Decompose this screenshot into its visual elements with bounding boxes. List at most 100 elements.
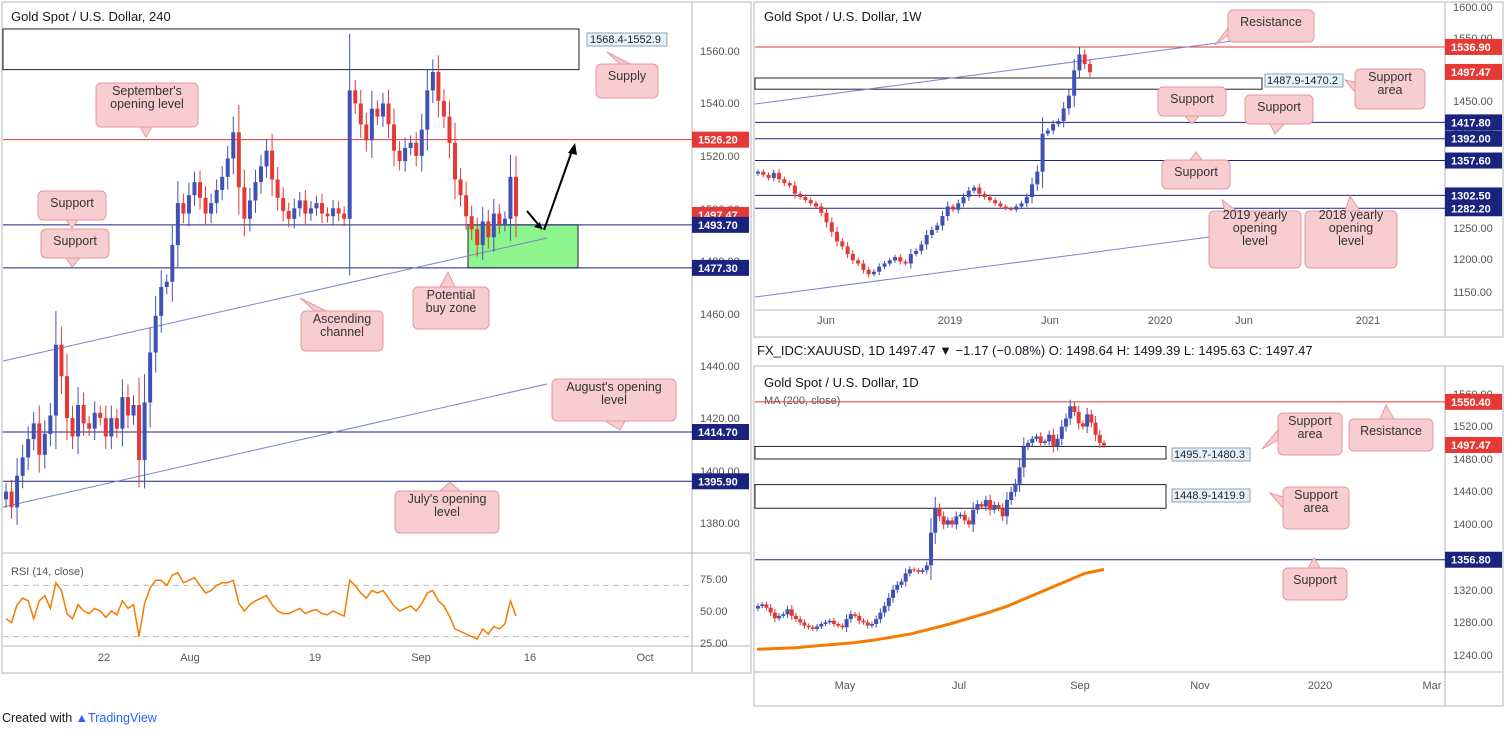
w1-candle <box>1009 208 1013 209</box>
w1-candle <box>846 246 850 254</box>
h4-price-label: 1414.70 <box>698 427 738 439</box>
d1-y-tick: 1480.00 <box>1453 454 1493 466</box>
h4-support-bubble-2: Support <box>41 229 109 267</box>
rsi-y-tick: 75.00 <box>700 574 728 586</box>
w1-candle <box>1067 96 1071 109</box>
h4-candle <box>104 418 108 436</box>
h4-candle <box>292 208 296 218</box>
h4-candle <box>270 151 274 180</box>
h4-candle <box>109 418 113 436</box>
h4-aug-open-bubble-tail <box>605 421 625 430</box>
h4-x-tick: 19 <box>309 652 321 664</box>
d1-candle <box>819 624 823 626</box>
d1-candle <box>824 622 828 624</box>
w1-candle <box>951 207 955 210</box>
d1-candle <box>832 621 836 624</box>
d1-candle <box>760 604 764 606</box>
d1-candle <box>1039 436 1043 443</box>
h4-candle <box>71 418 75 436</box>
h4-candle <box>4 492 8 500</box>
d1-support-bubble-text: Support <box>1293 573 1337 587</box>
h4-supply-zone <box>3 29 579 70</box>
tradingview-brand[interactable]: TradingView <box>88 711 157 725</box>
h4-y-tick: 1560.00 <box>700 46 740 58</box>
d1-candle <box>1047 435 1051 442</box>
d1-candle <box>971 510 975 525</box>
d1-resistance-bubble: Resistance <box>1349 405 1433 451</box>
d1-support-area-zone-1 <box>755 446 1166 459</box>
w1-price-label: 1282.20 <box>1451 203 1491 215</box>
w1-support-area-bubble-tail <box>1345 80 1355 92</box>
w1-2018-bubble-text: level <box>1338 234 1364 248</box>
h4-candle <box>409 143 413 148</box>
h4-candle <box>76 405 80 436</box>
w1-support-bubble-3-tail <box>1190 152 1202 160</box>
w1-candle <box>782 179 786 183</box>
w1-candle <box>962 197 966 203</box>
h4-candle <box>514 177 518 216</box>
h4-support-bubble-1: Support <box>38 191 106 228</box>
h4-x-tick: Aug <box>180 652 200 664</box>
h4-zone-label: 1568.4-1552.9 <box>590 34 661 46</box>
w1-candle <box>861 264 865 270</box>
arrow-up-icon <box>544 148 573 230</box>
d1-candle <box>912 569 916 570</box>
d1-candle <box>857 616 861 621</box>
w1-price-label: 1392.00 <box>1451 134 1491 146</box>
w1-panel-frame <box>754 2 1503 337</box>
h4-aug-open-bubble-text: August's opening <box>566 380 662 394</box>
h4-candle <box>265 151 269 167</box>
d1-candle <box>921 570 925 572</box>
w1-x-tick: 2019 <box>938 315 962 327</box>
h4-candle <box>464 195 468 216</box>
w1-candle <box>988 197 992 200</box>
w1-support-bubble-2-text: Support <box>1257 100 1301 114</box>
w1-support-bubble-2-tail <box>1270 124 1284 134</box>
d1-candle <box>815 626 819 628</box>
h4-supply-bubble-tail <box>607 52 630 64</box>
w1-candle <box>798 194 802 197</box>
h4-candle <box>170 245 174 282</box>
w1-candle <box>835 232 839 242</box>
d1-candle <box>1089 414 1093 422</box>
h4-support-bubble-1-tail <box>66 220 78 228</box>
h4-candle <box>148 353 152 403</box>
h4-candle <box>115 418 119 428</box>
h4-candle <box>259 166 263 182</box>
h4-buy-zone-bubble-text: Potential <box>427 288 476 302</box>
w1-candle <box>877 267 881 272</box>
w1-candle <box>872 272 876 275</box>
h4-supply-bubble-text: Supply <box>608 69 647 83</box>
w1-candle <box>972 188 976 191</box>
w1-candle <box>983 194 987 197</box>
w1-support-area-bubble-text: area <box>1377 83 1402 97</box>
h4-sept-open-bubble-text: September's <box>112 84 182 98</box>
h4-aug-open-bubble: August's openinglevel <box>552 379 676 430</box>
h4-candle <box>253 182 257 200</box>
h4-candle <box>337 208 341 213</box>
h4-support-bubble-2-text: Support <box>53 234 97 248</box>
h4-supply-bubble: Supply <box>596 52 658 98</box>
d1-candle <box>769 608 773 613</box>
w1-y-tick: 1450.00 <box>1453 96 1493 108</box>
d1-candle <box>781 614 785 616</box>
h4-candle <box>237 132 241 187</box>
w1-zone-label: 1487.9-1470.2 <box>1267 75 1338 87</box>
d1-candle <box>988 500 992 510</box>
d1-candle <box>963 515 967 521</box>
w1-candle <box>1019 203 1023 206</box>
d1-price-label: 1497.47 <box>1451 440 1491 452</box>
d1-candle <box>1068 406 1072 418</box>
h4-candle <box>204 198 208 214</box>
h4-candle <box>248 200 252 218</box>
d1-candle <box>1085 414 1089 426</box>
h4-candle <box>403 148 407 161</box>
w1-resistance-bubble-text: Resistance <box>1240 15 1302 29</box>
w1-candle <box>819 207 823 213</box>
w1-candle <box>793 186 797 194</box>
h4-y-tick: 1380.00 <box>700 518 740 530</box>
h4-y-tick: 1420.00 <box>700 413 740 425</box>
w1-candle <box>925 235 929 245</box>
h4-july-open-bubble-text: level <box>434 505 460 519</box>
